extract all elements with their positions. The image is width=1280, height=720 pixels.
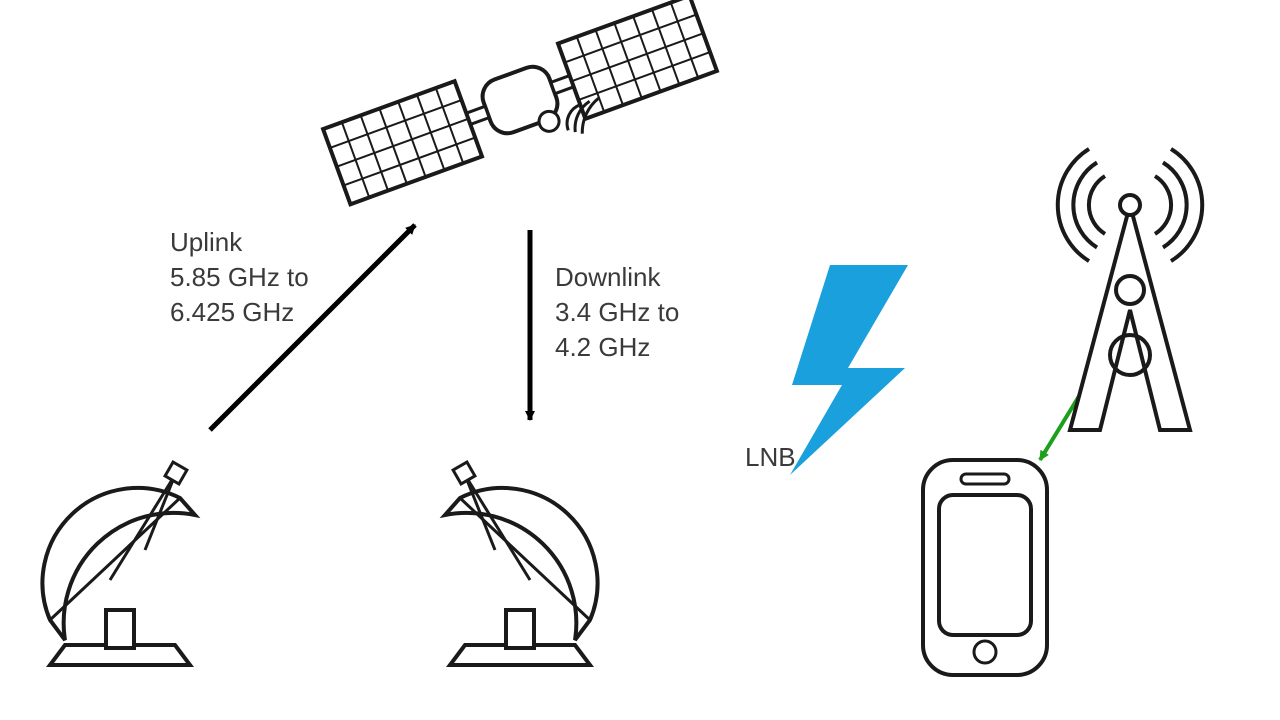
downlink-label: Downlink 3.4 GHz to 4.2 GHz xyxy=(555,260,679,365)
uplink-line2: 5.85 GHz to xyxy=(170,262,309,292)
lnb-label: LNB xyxy=(745,440,796,475)
downlink-line2: 3.4 GHz to xyxy=(555,297,679,327)
dish-icon xyxy=(445,462,598,665)
interference-bolt-icon xyxy=(790,265,908,475)
downlink-line3: 4.2 GHz xyxy=(555,332,650,362)
cell-tower-icon xyxy=(1058,149,1202,430)
uplink-label: Uplink 5.85 GHz to 6.425 GHz xyxy=(170,225,309,330)
downlink-title: Downlink xyxy=(555,262,661,292)
uplink-title: Uplink xyxy=(170,227,242,257)
lnb-text: LNB xyxy=(745,442,796,472)
dish-icon xyxy=(42,462,195,665)
uplink-line3: 6.425 GHz xyxy=(170,297,294,327)
phone-icon xyxy=(923,460,1047,675)
satellite-icon xyxy=(323,0,721,216)
